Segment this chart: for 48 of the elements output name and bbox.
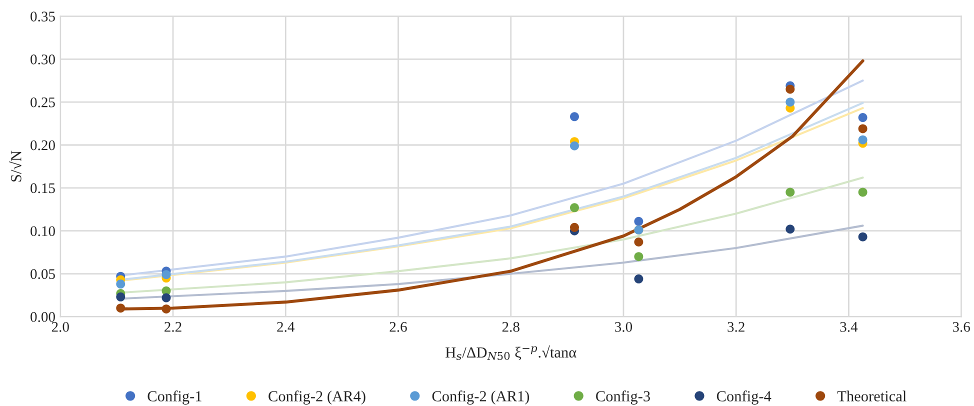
point: [570, 222, 579, 232]
point: [570, 141, 579, 150]
y-tick-label: 0.30: [30, 54, 55, 64]
point: [858, 124, 868, 134]
point: [858, 113, 868, 122]
legend-label: Config-2 (AR1): [432, 390, 530, 405]
point: [162, 304, 171, 314]
x-tick-label: 3.0: [615, 322, 632, 332]
point: [162, 293, 171, 302]
point: [786, 98, 795, 107]
point: [162, 270, 171, 280]
point: [570, 203, 579, 212]
point: [786, 84, 795, 94]
x-tick-label: 3.4: [840, 322, 858, 332]
point: [858, 135, 868, 144]
y-tick-label: 0.25: [30, 97, 55, 108]
x-axis-title: H$_{s}$/ΔD$_{N50}$ ξ$^{−p}$.√tanα: [446, 345, 576, 360]
y-axis-title: S/√N: [9, 150, 22, 182]
y-tick-label: 0.10: [30, 226, 55, 236]
legend-label: Config-2 (AR4): [268, 390, 366, 405]
x-tick-label: 2.8: [502, 322, 520, 332]
x-tick-label: 2.6: [390, 322, 407, 332]
point: [858, 232, 868, 242]
y-tick-label: 0.00: [30, 312, 55, 322]
x-tick-label: 2.4: [277, 322, 295, 332]
point: [634, 274, 644, 284]
y-tick-label: 0.15: [30, 183, 55, 194]
y-tick-label: 0.05: [30, 269, 55, 280]
point: [634, 252, 644, 262]
legend-label: Theoretical: [837, 390, 906, 402]
point: [786, 224, 795, 234]
x-tick-label: 3.2: [728, 322, 744, 332]
point: [116, 280, 126, 289]
point: [116, 304, 126, 313]
point: [570, 112, 579, 122]
legend-label: Config-1: [148, 390, 202, 405]
point: [786, 188, 795, 197]
point: [858, 188, 868, 197]
point: [116, 292, 126, 302]
y-tick-label: 0.35: [30, 12, 55, 22]
legend-label: Config-3: [596, 390, 650, 405]
x-tick-label: 2.2: [164, 322, 182, 332]
y-tick-label: 0.20: [30, 140, 55, 150]
point: [634, 216, 644, 226]
x-tick-label: 2.0: [52, 322, 69, 332]
x-tick-label: 3.6: [952, 322, 970, 332]
legend-label: Config-4: [716, 390, 772, 405]
point: [634, 238, 644, 246]
